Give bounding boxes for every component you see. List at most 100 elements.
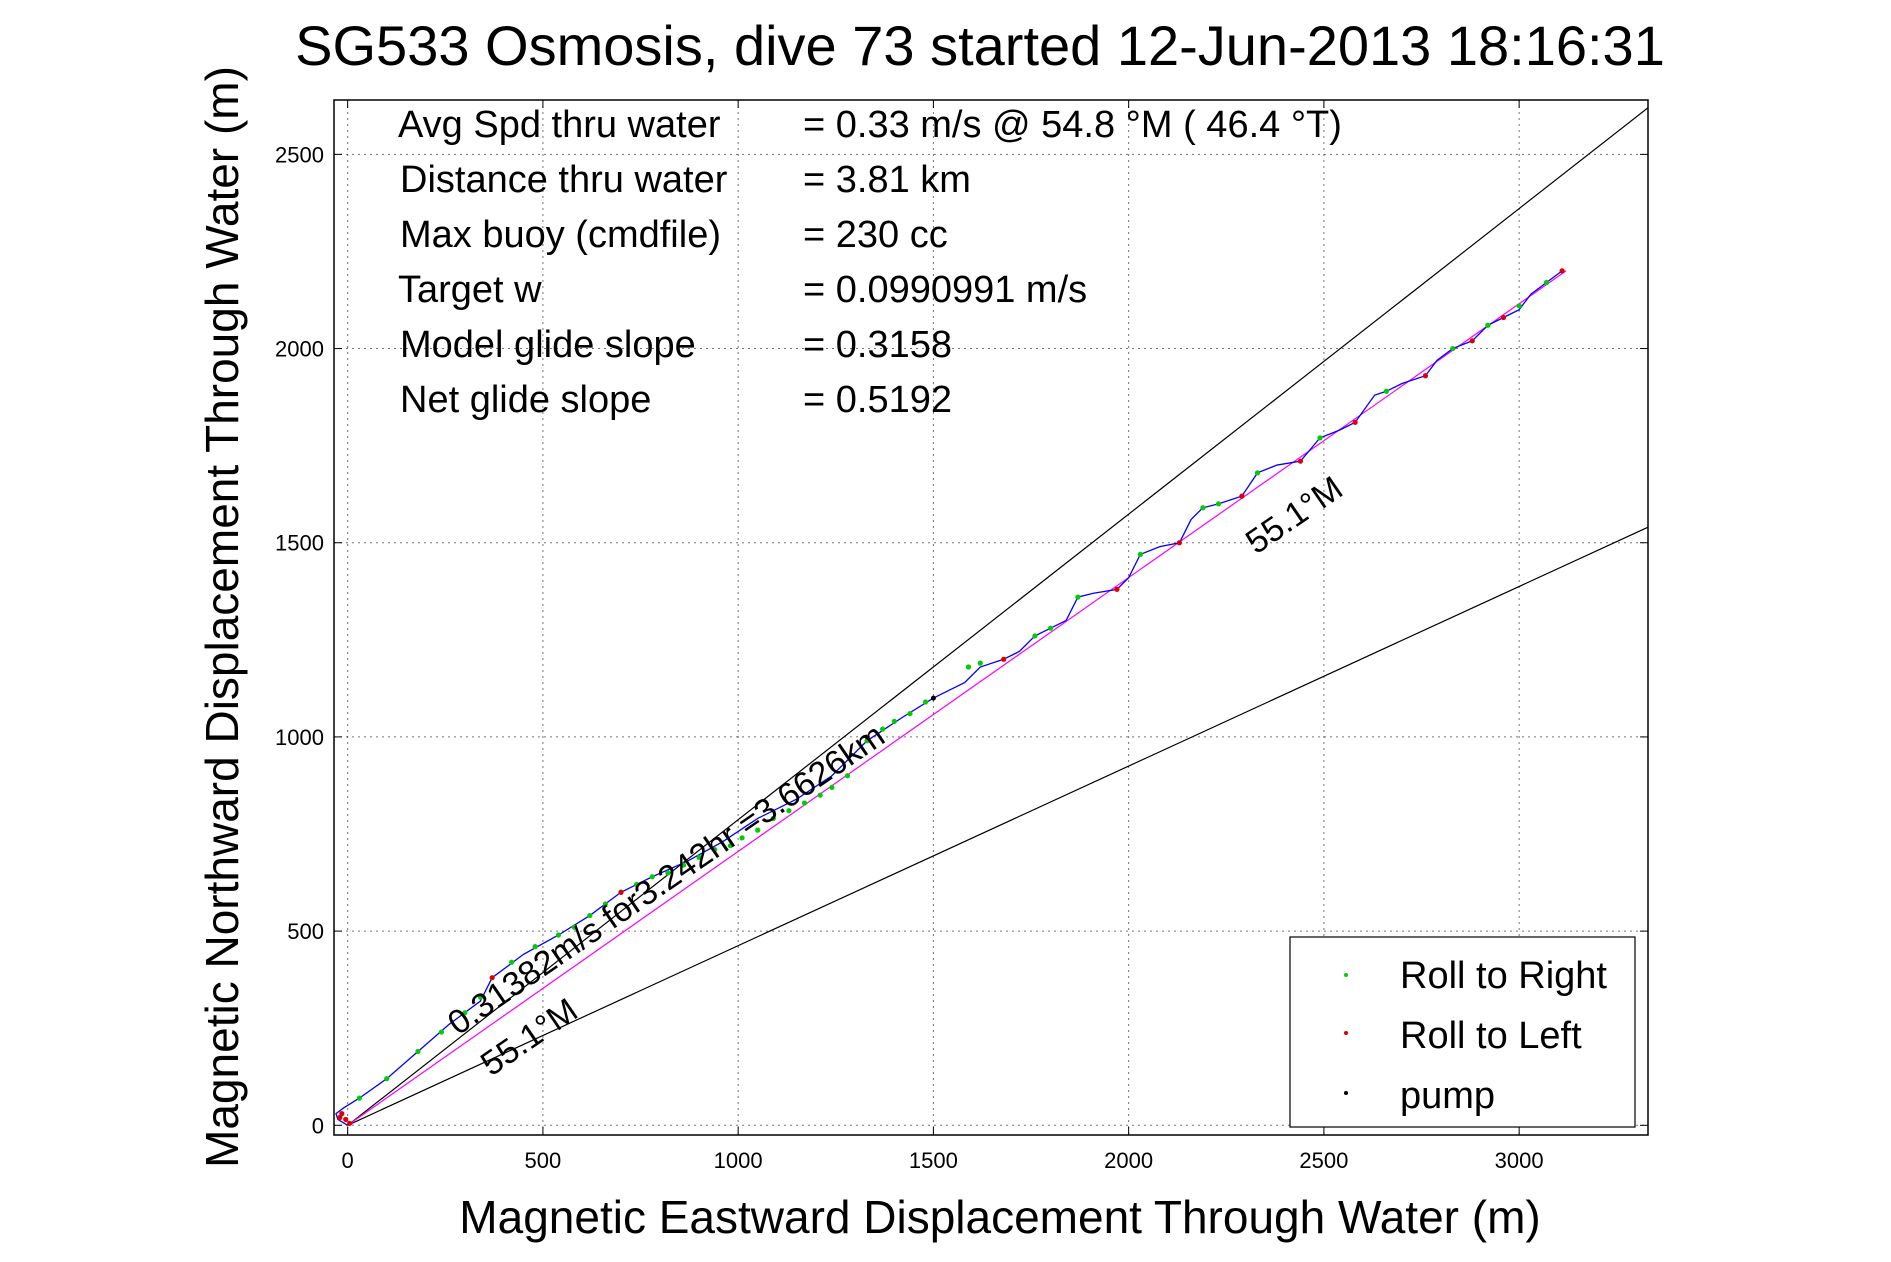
legend-label-roll-right: Roll to Right [1400, 955, 1607, 997]
point-roll-to-left [489, 975, 495, 981]
point-roll-to-left [864, 734, 870, 740]
legend-marker-pump [1344, 1091, 1348, 1095]
point-roll-to-right [864, 738, 870, 744]
info-label-target-w: Target w [398, 269, 542, 311]
point-roll-to-right [755, 827, 761, 833]
info-label-model-glide: Model glide slope [400, 324, 696, 366]
point-roll-to-right [438, 1029, 444, 1035]
grid-lines [334, 100, 1648, 1135]
info-value-max-buoy: = 230 cc [803, 214, 948, 256]
point-roll-to-left [1469, 338, 1475, 344]
point-roll-to-left [337, 1114, 343, 1121]
x-tick-label: 0 [342, 1148, 354, 1173]
point-roll-to-right [786, 808, 792, 814]
point-roll-to-right [532, 944, 538, 950]
x-tick-label: 1000 [714, 1148, 763, 1173]
info-label-distance: Distance thru water [400, 159, 728, 201]
point-roll-to-right [555, 932, 562, 938]
point-roll-to-left [1001, 656, 1007, 662]
point-roll-to-right [696, 854, 702, 860]
y-tick-label: 1500 [275, 531, 324, 556]
point-roll-to-right [462, 1010, 468, 1016]
point-roll-to-left [1352, 419, 1358, 425]
point-roll-to-right [602, 901, 608, 907]
point-roll-to-right [1047, 625, 1054, 631]
point-roll-to-right [712, 846, 718, 853]
point-roll-to-right [356, 1095, 362, 1101]
point-roll-to-right [1032, 633, 1038, 639]
point-roll-to-right [1200, 505, 1206, 511]
point-roll-to-right [665, 870, 671, 876]
info-value-avg-speed: = 0.33 m/s @ 54.8 °M ( 46.4 °T) [803, 104, 1342, 146]
legend-label-pump: pump [1400, 1075, 1495, 1117]
point-roll-to-right [801, 800, 808, 806]
x-tick-label: 2500 [1299, 1148, 1348, 1173]
point-roll-to-right [891, 718, 897, 724]
point-roll-to-right [477, 994, 484, 1000]
point-roll-to-left [1239, 493, 1245, 499]
point-roll-to-right [1516, 303, 1522, 309]
point-roll-to-left [1114, 586, 1120, 592]
point-roll-to-right [844, 773, 851, 779]
point-roll-to-right [1485, 322, 1491, 328]
point-roll-to-right [907, 711, 913, 717]
point-roll-to-right [770, 815, 776, 822]
point-roll-to-right [922, 699, 929, 705]
info-label-net-glide: Net glide slope [400, 379, 651, 421]
info-block: Avg Spd thru water = 0.33 m/s @ 54.8 °M … [398, 104, 1342, 421]
x-tick-label: 3000 [1495, 1148, 1544, 1173]
x-axis-label: Magnetic Eastward Displacement Through W… [459, 1191, 1540, 1243]
point-roll-to-left [1176, 540, 1183, 546]
y-tick-label: 0 [312, 1113, 324, 1138]
point-roll-to-right [1254, 470, 1261, 476]
point-roll-to-left [1559, 268, 1565, 274]
point-roll-to-right [649, 874, 655, 880]
point-roll-to-right [384, 1076, 390, 1082]
point-roll-to-right [829, 784, 835, 791]
reference-line [347, 526, 1648, 1126]
point-roll-to-right [817, 792, 823, 798]
x-tick-label: 500 [525, 1148, 562, 1173]
point-roll-to-right [1317, 435, 1323, 441]
point-roll-to-right [1543, 279, 1550, 286]
info-value-distance: = 3.81 km [803, 159, 971, 201]
point-roll-to-right [680, 862, 687, 868]
point-roll-to-right [587, 912, 593, 919]
info-value-net-glide: = 0.5192 [803, 379, 952, 421]
info-value-target-w: = 0.0990991 m/s [803, 269, 1087, 311]
point-roll-to-right [977, 660, 983, 666]
point-roll-to-left [1500, 314, 1507, 321]
track-line [335, 270, 1563, 1126]
reference-line [347, 270, 1567, 1126]
point-roll-to-right [739, 835, 745, 841]
reference-line [347, 107, 1648, 1126]
legend-label-roll-left: Roll to Left [1400, 1015, 1582, 1057]
legend: Roll to Right Roll to Left pump [1289, 936, 1636, 1128]
point-roll-to-right [1383, 388, 1389, 394]
info-value-model-glide: = 0.3158 [803, 324, 952, 366]
y-tick-label: 2500 [275, 142, 324, 167]
point-roll-to-left [343, 1116, 349, 1123]
point-roll-to-right [415, 1048, 421, 1055]
point-roll-to-right [1450, 345, 1456, 352]
point-roll-to-right [1215, 501, 1222, 507]
point-roll-to-right [1075, 594, 1081, 600]
point-roll-to-left [1297, 458, 1304, 464]
x-tick-label: 2000 [1104, 1148, 1153, 1173]
point-roll-to-right [509, 959, 515, 965]
y-axis-label: Magnetic Northward Displacement Through … [196, 66, 248, 1168]
point-roll-to-right [1137, 551, 1143, 557]
point-pump [930, 695, 936, 701]
y-tick-label: 1000 [275, 725, 324, 750]
point-roll-to-left [618, 889, 624, 895]
point-roll-to-right [880, 726, 886, 732]
info-label-max-buoy: Max buoy (cmdfile) [400, 214, 721, 256]
point-roll-to-left [339, 1111, 345, 1117]
info-label-avg-speed: Avg Spd thru water [398, 104, 721, 146]
legend-marker-roll-right [1344, 973, 1348, 977]
point-roll-to-right [634, 881, 640, 888]
legend-marker-roll-left [1344, 1031, 1348, 1035]
axis-ticks: 0 500 1000 1500 2000 2500 3000 0 500 1000 1500 2000… [275, 100, 1648, 1173]
x-tick-label: 1500 [909, 1148, 958, 1173]
